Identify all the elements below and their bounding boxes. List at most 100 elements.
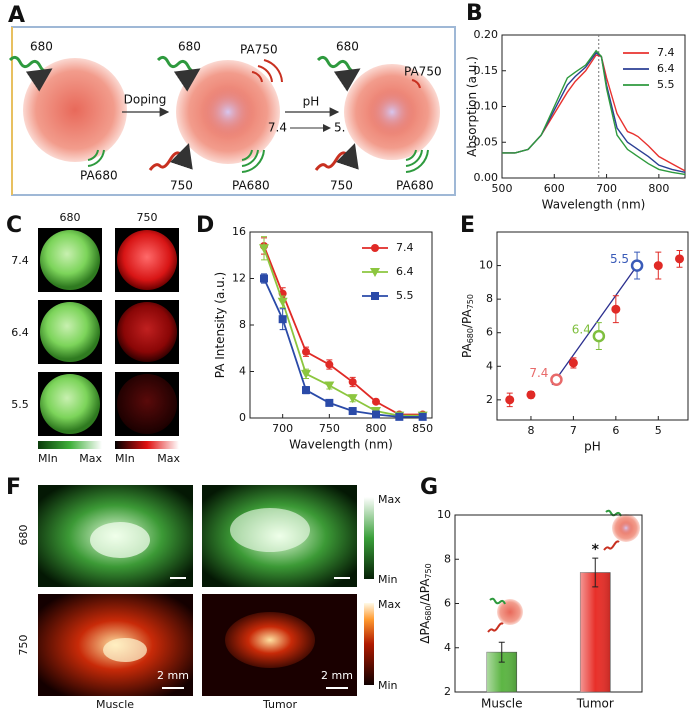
bar-shade [580, 572, 611, 692]
y-tick-label: 16 [232, 225, 246, 238]
label: 7.4 [268, 121, 287, 135]
y-axis-label: ΔPA680/ΔPA750 [418, 563, 433, 643]
y-axis-label-part: 750 [424, 563, 433, 578]
marker [302, 386, 310, 395]
y-tick-label: 2 [444, 685, 451, 698]
colorbar [115, 441, 179, 449]
row-label: 7.4 [11, 254, 29, 267]
legend-label: 5.5 [396, 289, 414, 302]
point [653, 261, 663, 271]
marker [324, 381, 335, 391]
label: Doping [124, 93, 167, 107]
point-label: 7.4 [529, 366, 548, 380]
point [505, 395, 515, 405]
label: PA750 [404, 65, 442, 79]
label: 680 [30, 40, 53, 54]
y-axis-label: Absorption (a.u.) [465, 56, 479, 157]
legend-marker [371, 244, 379, 252]
y-tick-label: 8 [444, 552, 451, 565]
colorbar [38, 441, 102, 449]
legend-label: 7.4 [657, 46, 675, 59]
y-axis-label-part: PA Intensity (a.u.) [213, 272, 227, 379]
marker [395, 412, 404, 421]
label: PA680 [80, 169, 118, 183]
column-label: 750 [137, 211, 158, 224]
colorbar-label: Max [378, 598, 401, 611]
y-tick-label: 0.15 [474, 64, 499, 77]
y-tick-label: 0.05 [474, 135, 499, 148]
y-tick-label: 4 [486, 359, 493, 372]
bar-label: * [592, 542, 600, 558]
colorbar-label: Max [157, 452, 180, 465]
legend-label: 6.4 [396, 265, 414, 278]
pa-signal [251, 59, 283, 83]
plot-frame [496, 231, 689, 421]
row-label: 750 [17, 635, 30, 656]
image-detail [225, 612, 315, 668]
y-axis-label: PA Intensity (a.u.) [213, 272, 227, 379]
y-tick-label: 8 [486, 292, 493, 305]
x-tick-label: 7 [570, 424, 577, 437]
panel-f: 680 750 2 mm 2 mm Max Min Max Min Muscle… [17, 485, 401, 711]
column-label: Tumor [262, 698, 297, 711]
y-axis-label-part: Absorption (a.u.) [465, 56, 479, 157]
chart: 2 4 6 8 10 Muscle Tumor ΔPA680/ΔPA750 * [418, 508, 643, 711]
y-tick-label: 0.10 [474, 100, 499, 113]
colorbar-label: Min [378, 679, 398, 692]
x-tick-label: 800 [648, 182, 669, 195]
marker [301, 369, 311, 379]
marker [348, 407, 357, 416]
pa-signal [87, 149, 105, 167]
label: PA680 [396, 179, 434, 193]
light-wave [148, 143, 193, 171]
x-tick-label: Muscle [481, 697, 523, 711]
panel-a: 680 PA680 Doping 680 PA750 750 PA680 pH … [8, 26, 456, 196]
point-label: 6.4 [572, 323, 591, 337]
marker [325, 360, 334, 369]
x-tick-label: 850 [412, 422, 433, 435]
y-tick-label: 12 [232, 272, 246, 285]
image [40, 302, 100, 362]
light-wave [314, 143, 359, 171]
image-detail [90, 522, 150, 558]
x-tick-label: 8 [527, 424, 534, 437]
panel-label: A [8, 3, 25, 28]
marker [347, 394, 358, 404]
nanoparticle-icon [497, 599, 523, 625]
image-detail [103, 638, 147, 662]
marker [325, 398, 334, 407]
light-wave [156, 55, 201, 92]
colorbar-label: Max [79, 452, 102, 465]
pa-signal [411, 79, 421, 89]
point-label: 5.5 [610, 252, 629, 266]
y-tick-label: 4 [444, 641, 451, 654]
marker [278, 315, 287, 324]
column-label: Muscle [96, 698, 134, 711]
label: 680 [336, 40, 359, 54]
pa-signal [405, 149, 429, 173]
marker [277, 297, 288, 307]
point [526, 390, 536, 400]
image [40, 230, 100, 290]
legend-label: 5.5 [657, 78, 675, 91]
y-axis-label-part: /ΔPA [418, 578, 432, 606]
colorbar-label: MIn [115, 452, 135, 465]
row-label: 680 [17, 525, 30, 546]
plot-frame [454, 514, 643, 693]
colorbar-label: Min [378, 573, 398, 586]
label: 5. [334, 121, 345, 135]
panel-label: E [460, 213, 475, 238]
point [675, 254, 685, 264]
scale-bar-label: 2 mm [157, 669, 189, 682]
y-tick-label: 0.00 [474, 171, 499, 184]
y-tick-label: 6 [486, 326, 493, 339]
label: 750 [170, 179, 193, 193]
x-tick-label: 6 [612, 424, 619, 437]
image [117, 230, 177, 290]
x-tick-label: 500 [492, 182, 513, 195]
label: 750 [330, 179, 353, 193]
row-label: 5.5 [11, 398, 29, 411]
marker [302, 347, 310, 356]
marker [348, 377, 357, 386]
legend-marker [370, 268, 380, 277]
